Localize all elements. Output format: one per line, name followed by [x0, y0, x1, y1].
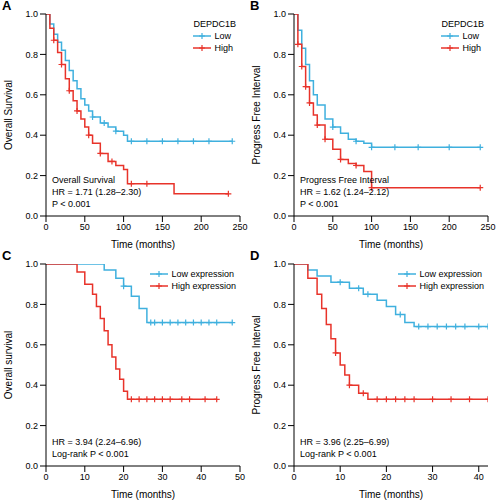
svg-text:1.0: 1.0 [273, 9, 286, 19]
svg-text:1.0: 1.0 [25, 9, 38, 19]
svg-text:Time (months): Time (months) [359, 489, 423, 500]
html-text:C: C [2, 248, 12, 263]
html-text:HR = 1.71 (1.28–2.30): HR = 1.71 (1.28–2.30) [52, 187, 142, 197]
svg-text:0: 0 [43, 222, 48, 232]
html-text:P < 0.001: P < 0.001 [300, 199, 339, 209]
html-text:P < 0.001: P < 0.001 [52, 199, 91, 209]
svg-text:0.8: 0.8 [25, 300, 38, 310]
svg-text:0.6: 0.6 [25, 90, 38, 100]
html-text:High: High [214, 43, 233, 53]
svg-text:20: 20 [381, 472, 391, 482]
html-text:HR = 3.94 (2.24–6.96): HR = 3.94 (2.24–6.96) [52, 437, 142, 447]
svg-text:1.0: 1.0 [25, 259, 38, 269]
svg-text:100: 100 [364, 222, 379, 232]
svg-text:0: 0 [291, 472, 296, 482]
svg-text:Overall Survival: Overall Survival [8, 80, 14, 150]
svg-text:200: 200 [442, 222, 457, 232]
svg-text:50: 50 [235, 472, 245, 482]
svg-text:10: 10 [335, 472, 345, 482]
svg-text:0.2: 0.2 [273, 421, 286, 431]
html-text:HR = 1.62 (1.24–2.12): HR = 1.62 (1.24–2.12) [300, 187, 390, 197]
svg-text:0.0: 0.0 [25, 211, 38, 221]
svg-text:0.2: 0.2 [273, 171, 286, 181]
svg-text:0.4: 0.4 [25, 130, 38, 140]
svg-text:30: 30 [428, 472, 438, 482]
svg-text:0: 0 [291, 222, 296, 232]
svg-text:0.4: 0.4 [25, 380, 38, 390]
svg-text:0.0: 0.0 [273, 461, 286, 471]
html-text:Log-rank P < 0.001: Log-rank P < 0.001 [52, 449, 129, 459]
svg-text:0.6: 0.6 [273, 90, 286, 100]
svg-text:0.6: 0.6 [273, 340, 286, 350]
svg-text:Overall survival: Overall survival [8, 331, 14, 399]
html-text:DEPDC1B: DEPDC1B [441, 19, 484, 29]
svg-text:Time (months): Time (months) [359, 239, 423, 250]
html-text:HR = 3.96 (2.25–6.99): HR = 3.96 (2.25–6.99) [300, 437, 390, 447]
html-text:Progress Free Interval: Progress Free Interval [300, 175, 389, 185]
svg-text:Progress Free Interval: Progress Free Interval [251, 316, 262, 415]
html-text:High expression: High expression [419, 281, 484, 291]
svg-text:20: 20 [119, 472, 129, 482]
html-text:DEPDC1B: DEPDC1B [193, 19, 236, 29]
html-text:High expression: High expression [171, 281, 236, 291]
svg-text:0.8: 0.8 [273, 300, 286, 310]
svg-text:0.8: 0.8 [25, 50, 38, 60]
html-text:Low expression: Low expression [171, 269, 234, 279]
svg-text:250: 250 [480, 222, 488, 232]
svg-text:150: 150 [403, 222, 418, 232]
html-text:Log-rank P < 0.001: Log-rank P < 0.001 [300, 449, 377, 459]
svg-text:50: 50 [80, 222, 90, 232]
svg-text:Time (months): Time (months) [111, 239, 175, 250]
svg-text:0.4: 0.4 [273, 380, 286, 390]
svg-text:0: 0 [43, 472, 48, 482]
svg-text:100: 100 [116, 222, 131, 232]
svg-text:1.0: 1.0 [273, 259, 286, 269]
svg-text:0.4: 0.4 [273, 130, 286, 140]
svg-text:200: 200 [194, 222, 209, 232]
svg-text:0.8: 0.8 [273, 50, 286, 60]
svg-text:0.2: 0.2 [25, 171, 38, 181]
svg-text:0.0: 0.0 [25, 461, 38, 471]
svg-text:0.2: 0.2 [25, 421, 38, 431]
svg-text:Time (months): Time (months) [111, 489, 175, 500]
svg-text:0.0: 0.0 [273, 211, 286, 221]
svg-text:10: 10 [80, 472, 90, 482]
svg-text:40: 40 [196, 472, 206, 482]
html-text:Low: Low [214, 31, 231, 41]
html-text:Overall Survival: Overall Survival [52, 175, 115, 185]
html-text:Low expression: Low expression [419, 269, 482, 279]
svg-text:30: 30 [157, 472, 167, 482]
svg-text:40: 40 [474, 472, 484, 482]
html-text:D: D [250, 248, 260, 263]
svg-text:Progress Free Interval: Progress Free Interval [251, 66, 262, 165]
svg-text:150: 150 [155, 222, 170, 232]
svg-text:250: 250 [232, 222, 247, 232]
html-text:Low: Low [462, 31, 479, 41]
svg-text:0.6: 0.6 [25, 340, 38, 350]
html-text:High: High [462, 43, 481, 53]
svg-text:50: 50 [328, 222, 338, 232]
